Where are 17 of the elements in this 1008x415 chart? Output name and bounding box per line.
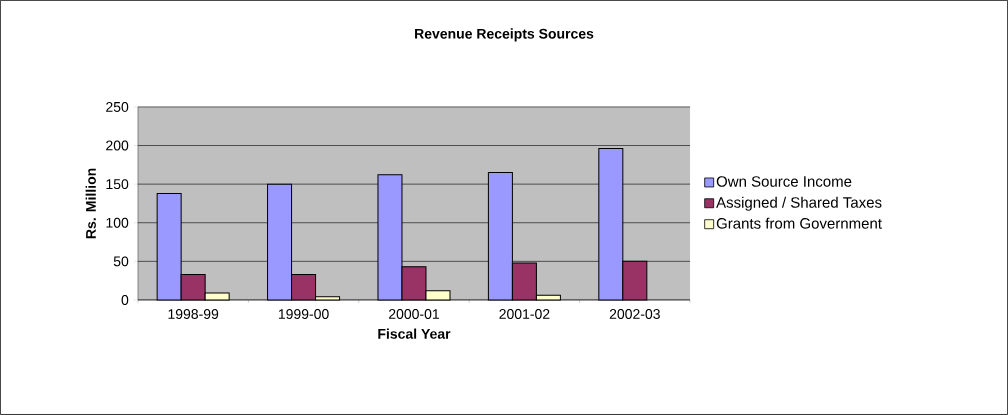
legend-label: Assigned / Shared Taxes bbox=[716, 196, 882, 211]
y-tick-label: 250 bbox=[106, 102, 129, 112]
x-tick-label: 2001-02 bbox=[499, 309, 550, 320]
y-axis-title: Rs. Million bbox=[85, 168, 96, 239]
y-tick-label: 100 bbox=[106, 217, 129, 228]
x-tick-label: 2000-01 bbox=[389, 309, 439, 320]
x-tick-label: 1998-99 bbox=[168, 309, 219, 320]
x-tick-label: 1999-00 bbox=[278, 309, 329, 320]
y-tick-label: 0 bbox=[121, 295, 129, 305]
legend-label: Grants from Government bbox=[716, 217, 882, 229]
y-tick-label: 200 bbox=[106, 140, 129, 151]
y-tick-label: 50 bbox=[113, 256, 129, 267]
y-tick-label: 150 bbox=[106, 179, 129, 190]
x-axis-title: Fiscal Year bbox=[378, 328, 451, 339]
x-tick-label: 2002-03 bbox=[609, 309, 660, 320]
legend-label: Own Source Income bbox=[716, 176, 852, 187]
chart-title: Revenue Receipts Sources bbox=[415, 28, 594, 42]
